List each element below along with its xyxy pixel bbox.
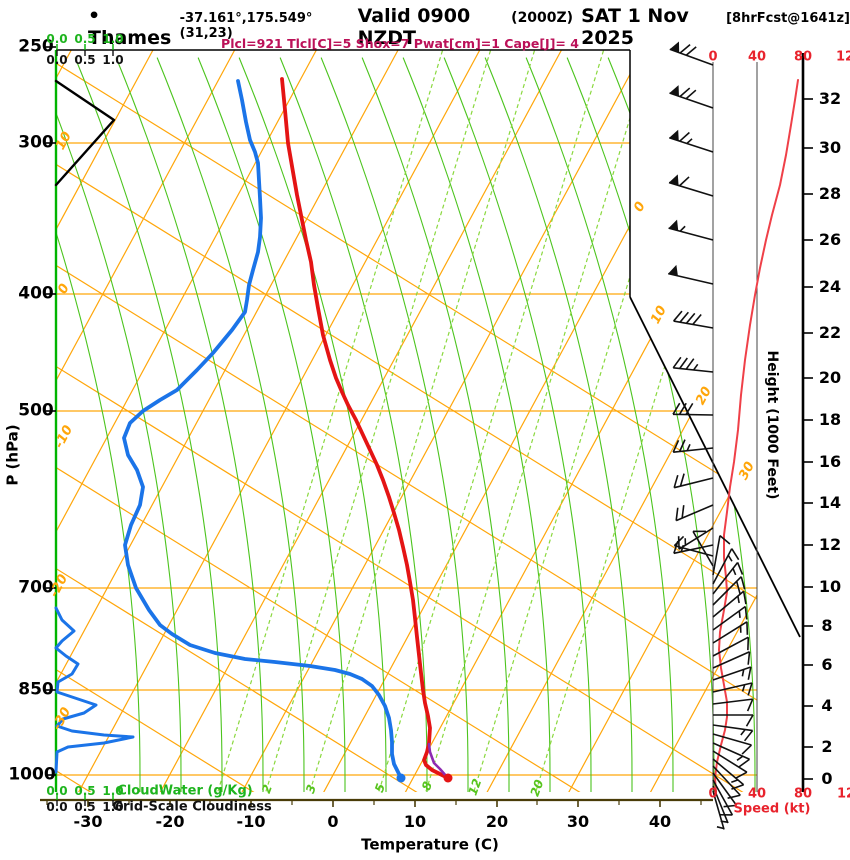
height-axis-title: Height (1000 Feet) [764,350,780,500]
chart-title: • Thames -37.161°,175.549° (31,23) Valid… [88,5,850,49]
temperature-axis-title: Temperature (C) [361,835,499,854]
tmp-tick-label: 0 [327,812,339,831]
cloudiness-scale-label: Grid-Scale Cloudiness [112,799,272,815]
tmp-tick-label: -20 [155,812,185,831]
axes-frame [40,44,813,807]
cloudwater-scale-label: CloudWater (g/Kg) [117,783,253,799]
sb-tick-label: 0.0 [46,800,68,814]
stability-parameters: Plcl=921 Tlcl[C]=5 Shox=7 Pwat[cm]=1 Cap… [221,36,579,51]
hgt-tick-label: 4 [821,696,833,715]
hgt-tick-label: 10 [818,577,842,596]
sg-tick-label: 0.5 [74,32,96,46]
pres-tick-label: 500 [18,400,54,421]
spd-tick-label: 40 [747,786,767,802]
pres-tick-label: 250 [18,36,54,57]
spd-tick-label: 80 [793,786,813,802]
hgt-tick-label: 6 [821,655,833,674]
hgt-tick-label: 8 [821,616,833,635]
spd-tick-label: 0 [708,49,718,65]
pres-tick-label: 300 [18,132,54,153]
spd-tick-label: 12 [836,786,850,802]
sb-tick-label: 1.0 [102,53,124,67]
spd-tick-label: 0 [708,786,718,802]
sb-tick-label: 0.0 [46,53,68,67]
hgt-tick-label: 28 [818,184,842,203]
spd-tick-label: 80 [793,49,813,65]
tmp-tick-label: 30 [566,812,590,831]
pres-tick-label: 1000 [8,764,56,785]
profile-curves [54,77,799,793]
hgt-tick-label: 22 [818,323,842,342]
hgt-tick-label: 32 [818,89,842,108]
tmp-tick-label: 20 [485,812,509,831]
pres-tick-label: 700 [18,577,54,598]
speed-axis-title: Speed (kt) [733,801,811,817]
hgt-tick-label: 26 [818,230,842,249]
pres-tick-label: 400 [18,283,54,304]
tmp-tick-label: -10 [236,812,266,831]
pressure-axis-title: P (hPa) [3,424,22,486]
sg-tick-label: 1.0 [102,32,124,46]
spd-tick-label: 40 [747,49,767,65]
sg-tick-label: 1.0 [102,784,124,798]
hgt-tick-label: 24 [818,277,842,296]
hgt-tick-label: 14 [818,493,842,512]
tmp-tick-label: 10 [403,812,427,831]
sg-tick-label: 0.0 [46,784,68,798]
grid-lines [56,50,757,792]
tmp-tick-label: -30 [73,812,103,831]
pres-tick-label: 850 [18,679,54,700]
hgt-tick-label: 30 [818,138,842,157]
forecast-hour: [8hrFcst@1641z] [726,11,850,26]
valid-time-utc: (2000Z) [511,10,574,26]
tmp-tick-label: 40 [648,812,672,831]
hgt-tick-label: 18 [818,410,842,429]
sb-tick-label: 0.5 [74,53,96,67]
sb-tick-label: 1.0 [102,800,124,814]
station-coords: -37.161°,175.549° (31,23) [179,11,313,41]
valid-time: Valid 0900 NZDT [357,5,471,49]
hgt-tick-label: 0 [821,769,833,788]
spd-tick-label: 12 [835,49,850,65]
sg-tick-label: 0.0 [46,32,68,46]
sg-tick-label: 0.5 [74,784,96,798]
valid-date: SAT 1 Nov 2025 [581,5,689,49]
station-name: • Thames [88,5,172,49]
hgt-tick-label: 20 [818,368,842,387]
wind-barbs [667,41,754,830]
sb-tick-label: 0.5 [74,800,96,814]
hgt-tick-label: 2 [821,737,833,756]
hgt-tick-label: 12 [818,535,842,554]
hgt-tick-label: 16 [818,452,842,471]
